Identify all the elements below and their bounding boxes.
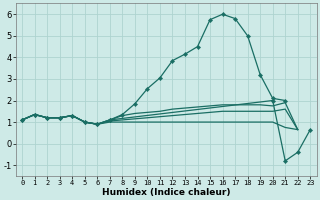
X-axis label: Humidex (Indice chaleur): Humidex (Indice chaleur) [102,188,230,197]
